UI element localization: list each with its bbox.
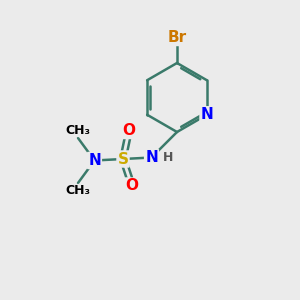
Text: O: O <box>122 123 136 138</box>
Text: Br: Br <box>167 30 187 45</box>
Text: N: N <box>88 153 101 168</box>
Text: CH₃: CH₃ <box>65 184 91 197</box>
Text: N: N <box>145 150 158 165</box>
Text: CH₃: CH₃ <box>65 124 91 136</box>
Text: O: O <box>125 178 139 194</box>
Text: N: N <box>200 107 213 122</box>
Text: S: S <box>118 152 128 166</box>
Text: H: H <box>163 151 173 164</box>
